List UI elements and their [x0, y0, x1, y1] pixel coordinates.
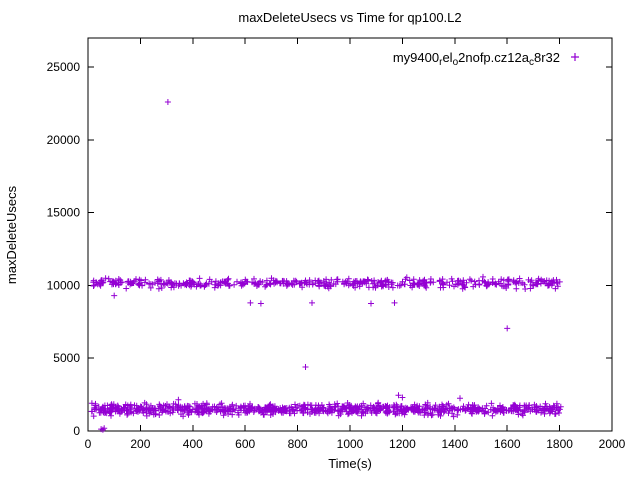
plot-frame: [87, 37, 613, 432]
y-tick-label: 5000: [53, 351, 80, 365]
y-tick-label: 25000: [47, 60, 81, 74]
chart-title: maxDeleteUsecs vs Time for qp100.L2: [238, 10, 461, 25]
x-tick-label: 2000: [599, 437, 626, 451]
y-axis-label: maxDeleteUsecs: [4, 185, 19, 284]
axis-ticks: 0 200 400 600 800 1000 1200 1400 1600 1800 2000050…: [47, 38, 626, 451]
x-axis-label: Time(s): [328, 456, 372, 471]
legend-label: my9400relo2nofp.cz12ac8r32: [393, 50, 560, 68]
x-tick-label: 600: [235, 437, 255, 451]
data-points: [88, 99, 564, 433]
x-tick-label: 400: [183, 437, 203, 451]
x-tick-label: 200: [130, 437, 150, 451]
y-tick-label: 20000: [47, 133, 81, 147]
y-tick-label: 0: [73, 424, 80, 438]
y-tick-label: 15000: [47, 206, 81, 220]
x-tick-label: 0: [85, 437, 92, 451]
x-tick-label: 1400: [441, 437, 468, 451]
x-tick-label: 1600: [494, 437, 521, 451]
x-tick-label: 1000: [337, 437, 364, 451]
x-tick-label: 800: [288, 437, 308, 451]
legend: my9400relo2nofp.cz12ac8r32: [393, 50, 579, 68]
y-tick-label: 10000: [47, 278, 81, 292]
x-tick-label: 1800: [546, 437, 573, 451]
legend-marker-icon: [571, 53, 579, 61]
x-tick-label: 1200: [389, 437, 416, 451]
scatter-points-path: [88, 99, 564, 433]
plot-border: [87, 37, 613, 432]
